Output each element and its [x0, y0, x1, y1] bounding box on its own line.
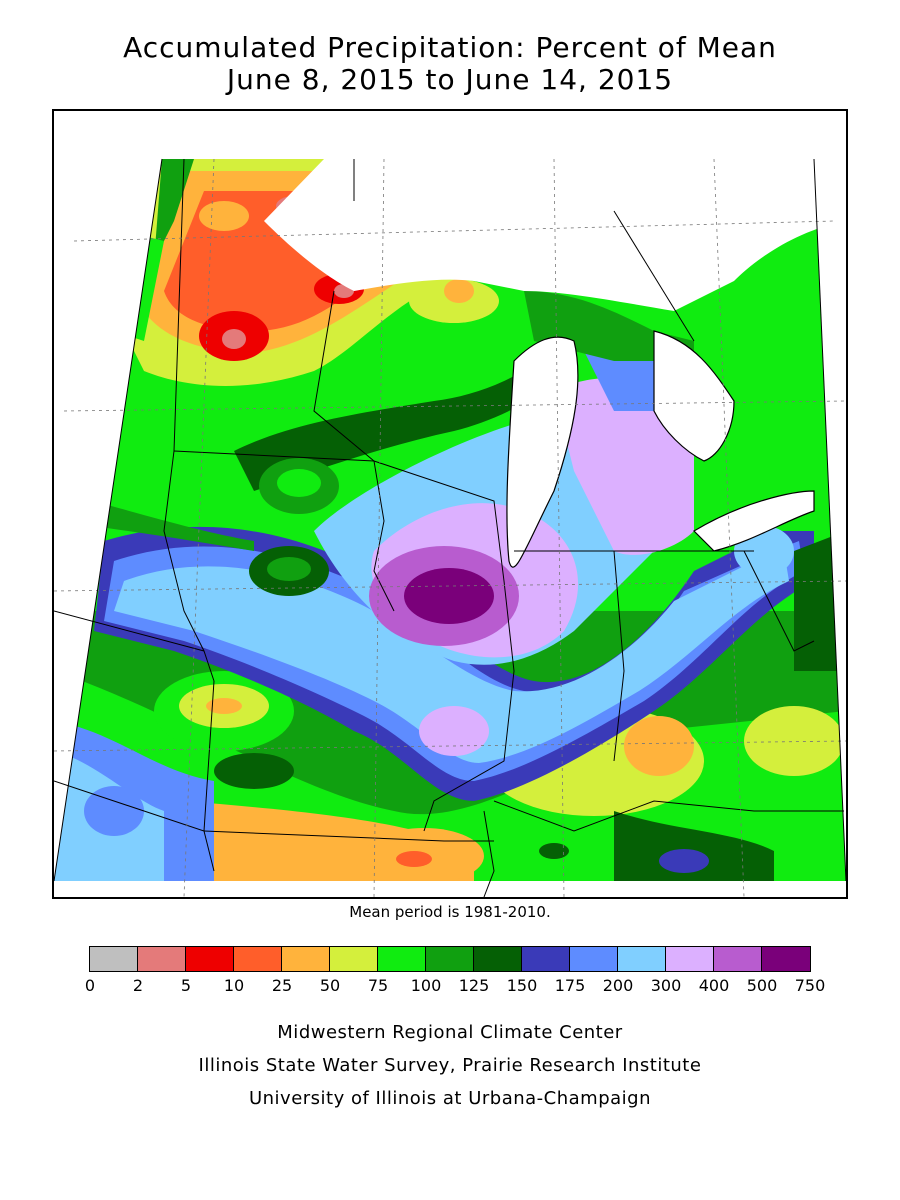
map-title: Accumulated Precipitation: Percent of Me…	[123, 31, 777, 64]
legend-tick: 200	[602, 976, 634, 995]
legend-swatch	[618, 947, 666, 971]
legend-tick: 300	[650, 976, 682, 995]
precipitation-map	[52, 109, 848, 899]
mean-period-note: Mean period is 1981-2010.	[349, 903, 551, 921]
legend-tick: 175	[554, 976, 586, 995]
legend-swatch	[378, 947, 426, 971]
legend-swatch	[426, 947, 474, 971]
legend-tick: 75	[367, 976, 389, 995]
legend-swatch	[474, 947, 522, 971]
legend-swatch	[138, 947, 186, 971]
legend-swatch	[522, 947, 570, 971]
legend-tick: 25	[271, 976, 293, 995]
legend-tick: 400	[698, 976, 730, 995]
legend-tick: 50	[319, 976, 341, 995]
credit-mrcc: Midwestern Regional Climate Center	[277, 1022, 623, 1043]
legend-swatch	[234, 947, 282, 971]
legend-swatch	[330, 947, 378, 971]
legend-tick: 0	[84, 976, 96, 995]
legend-swatch	[666, 947, 714, 971]
legend-tick: 10	[223, 976, 245, 995]
legend-tick: 125	[458, 976, 490, 995]
legend-swatch	[762, 947, 810, 971]
legend-tick: 750	[794, 976, 826, 995]
legend-swatch	[282, 947, 330, 971]
legend-tick: 150	[506, 976, 538, 995]
legend-swatch	[570, 947, 618, 971]
credit-isws: Illinois State Water Survey, Prairie Res…	[198, 1055, 702, 1076]
credit-uiuc: University of Illinois at Urbana-Champai…	[248, 1088, 652, 1109]
legend-tick-labels: 0 2 5 10 25 50 75 100 125 150 175 200 300 400 500 750	[0, 976, 900, 1000]
map-date-range: June 8, 2015 to June 14, 2015	[226, 63, 674, 96]
legend-swatch	[186, 947, 234, 971]
legend-tick: 5	[180, 976, 192, 995]
color-legend	[89, 946, 811, 972]
legend-swatch	[714, 947, 762, 971]
legend-tick: 2	[132, 976, 144, 995]
legend-tick: 500	[746, 976, 778, 995]
legend-tick: 100	[410, 976, 442, 995]
legend-swatch	[90, 947, 138, 971]
